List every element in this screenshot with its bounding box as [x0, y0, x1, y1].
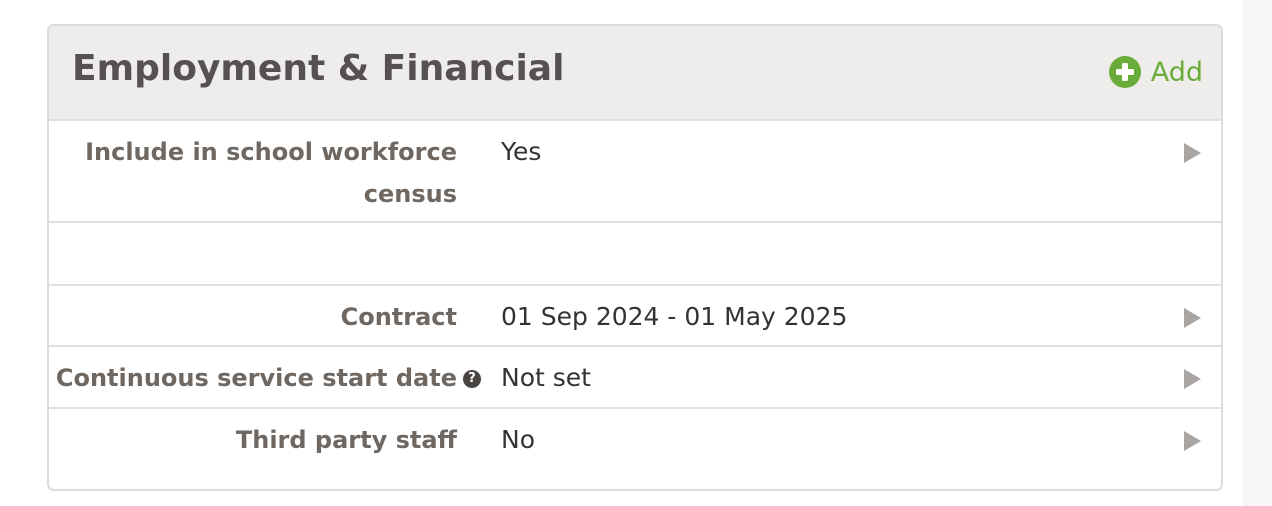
- panel-title: Employment & Financial: [72, 48, 565, 89]
- expand-arrow-icon[interactable]: [1184, 143, 1201, 163]
- expand-arrow-icon[interactable]: [1184, 369, 1201, 389]
- row-label: Third party staff: [235, 426, 457, 454]
- add-label: Add: [1150, 56, 1203, 88]
- row-empty: [49, 221, 1221, 284]
- expand-arrow-icon[interactable]: [1184, 431, 1201, 451]
- row-value: No: [501, 425, 535, 454]
- help-icon[interactable]: ?: [463, 370, 481, 388]
- row-continuous-service[interactable]: Continuous service start date? Not set: [49, 345, 1221, 407]
- plus-circle-icon: [1108, 56, 1141, 88]
- row-value: 01 Sep 2024 - 01 May 2025: [501, 302, 848, 331]
- row-label: Include in school workforce census: [85, 138, 457, 208]
- row-label: Contract: [340, 303, 457, 331]
- row-label: Continuous service start date: [55, 364, 457, 392]
- row-label-wrap: Continuous service start date?: [49, 357, 481, 399]
- panel-header: Employment & Financial Add: [49, 26, 1221, 119]
- row-workforce-census[interactable]: Include in school workforce census Yes: [49, 119, 1221, 221]
- employment-financial-panel: Employment & Financial Add Include in sc…: [47, 24, 1223, 491]
- row-value: Yes: [501, 137, 542, 166]
- add-button[interactable]: Add: [1108, 56, 1203, 88]
- row-value: Not set: [501, 363, 591, 392]
- row-third-party-staff[interactable]: Third party staff No: [49, 407, 1221, 489]
- expand-arrow-icon[interactable]: [1184, 308, 1201, 328]
- row-contract[interactable]: Contract 01 Sep 2024 - 01 May 2025: [49, 284, 1221, 345]
- right-gutter: [1243, 0, 1272, 506]
